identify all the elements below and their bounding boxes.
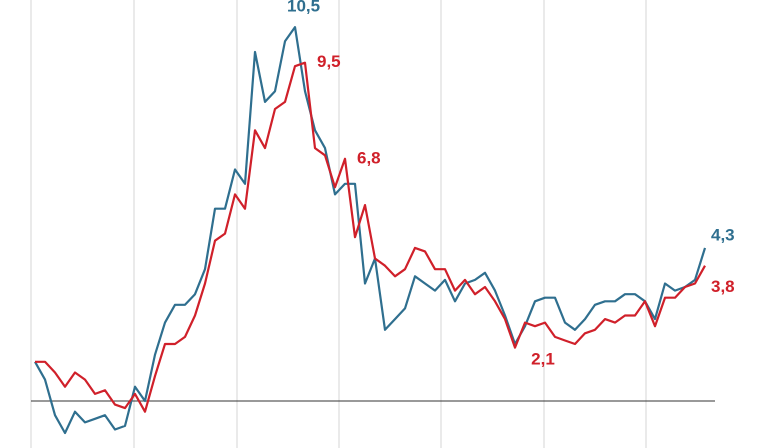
value-label: 3,8	[711, 277, 735, 296]
value-label: 10,5	[287, 0, 320, 16]
value-label: 4,3	[711, 225, 735, 244]
value-label: 6,8	[357, 148, 381, 167]
value-label: 2,1	[531, 350, 555, 369]
series-line	[34, 26, 707, 435]
series-line	[35, 61, 706, 413]
value-label: 9,5	[317, 52, 341, 71]
grid	[30, 0, 647, 448]
